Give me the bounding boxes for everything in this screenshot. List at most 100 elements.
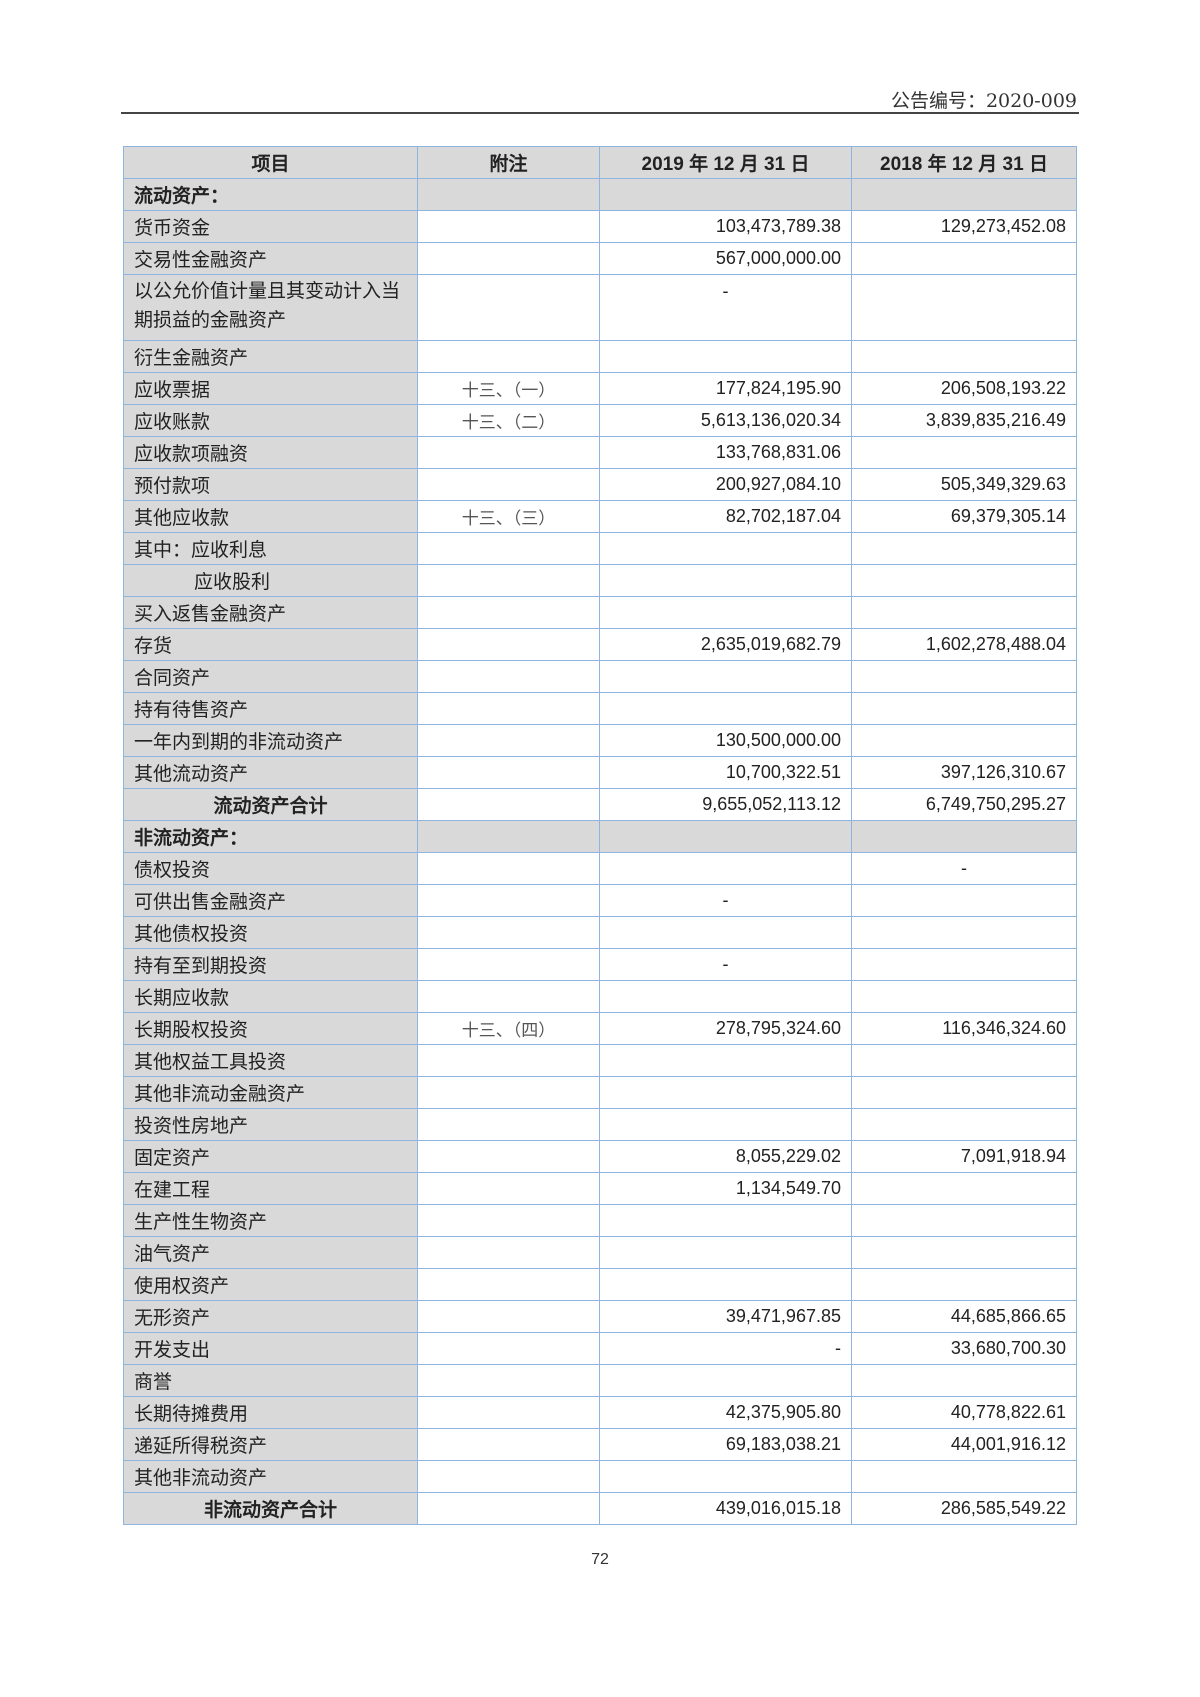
value-2018: 7,091,918.94 <box>851 1140 1077 1173</box>
row-note: 十三、（四） <box>417 1012 600 1045</box>
row-label: 其他非流动资产 <box>123 1460 418 1493</box>
table-row: 开发支出 -33,680,700.30 <box>123 1332 1077 1365</box>
value-2019: 133,768,831.06 <box>599 436 852 469</box>
row-note <box>417 692 600 725</box>
row-note: 十三、（三） <box>417 500 600 533</box>
row-label: 非流动资产合计 <box>123 1492 418 1525</box>
row-label: 开发支出 <box>123 1332 418 1365</box>
value-2018: 397,126,310.67 <box>851 756 1077 789</box>
value-2019 <box>599 1236 852 1269</box>
value-2019 <box>599 1268 852 1301</box>
table-row: 可供出售金融资产 - <box>123 884 1077 917</box>
value-2018: 6,749,750,295.27 <box>851 788 1077 821</box>
value-2018: 505,349,329.63 <box>851 468 1077 501</box>
value-2019: 42,375,905.80 <box>599 1396 852 1429</box>
value-2018 <box>851 1204 1077 1237</box>
table-row: 其他非流动资产 <box>123 1460 1077 1493</box>
row-label: 衍生金融资产 <box>123 340 418 373</box>
row-note <box>417 532 600 565</box>
value-2019 <box>599 1460 852 1493</box>
column-header-2018: 2018 年 12 月 31 日 <box>851 146 1077 179</box>
value-2018 <box>851 178 1077 211</box>
column-header-2019: 2019 年 12 月 31 日 <box>599 146 852 179</box>
value-2018 <box>851 1236 1077 1269</box>
value-2018 <box>851 884 1077 917</box>
row-label: 应收股利 <box>123 564 418 597</box>
table-row: 买入返售金融资产 <box>123 596 1077 629</box>
table-row: 固定资产 8,055,229.02 7,091,918.94 <box>123 1140 1077 1173</box>
value-2018 <box>851 1044 1077 1077</box>
value-2019 <box>599 564 852 597</box>
value-2018 <box>851 242 1077 275</box>
value-2019: 10,700,322.51 <box>599 756 852 789</box>
table-row: 持有至到期投资 - <box>123 948 1077 981</box>
value-2019: 103,473,789.38 <box>599 210 852 243</box>
value-2019 <box>599 1108 852 1141</box>
value-2019: 69,183,038.21 <box>599 1428 852 1461</box>
balance-sheet-table: 项目 附注 2019 年 12 月 31 日 2018 年 12 月 31 日 … <box>123 146 1077 1525</box>
value-2018 <box>851 340 1077 373</box>
value-2018 <box>851 1268 1077 1301</box>
row-note <box>417 1236 600 1269</box>
value-2018: 206,508,193.22 <box>851 372 1077 405</box>
value-2019: - <box>599 1332 852 1365</box>
column-header-item: 项目 <box>123 146 418 179</box>
table-row: 投资性房地产 <box>123 1108 1077 1141</box>
table-row: 其他应收款 十三、（三） 82,702,187.04 69,379,305.14 <box>123 500 1077 533</box>
row-note <box>417 1108 600 1141</box>
row-label: 长期应收款 <box>123 980 418 1013</box>
row-note <box>417 1076 600 1109</box>
table-row: 长期待摊费用 42,375,905.80 40,778,822.61 <box>123 1396 1077 1429</box>
row-label: 交易性金融资产 <box>123 242 418 275</box>
row-note: 十三、（一） <box>417 372 600 405</box>
row-note <box>417 788 600 821</box>
table-row: 流动资产合计 9,655,052,113.12 6,749,750,295.27 <box>123 788 1077 821</box>
value-2018 <box>851 1076 1077 1109</box>
row-note <box>417 884 600 917</box>
row-note <box>417 340 600 373</box>
value-2018 <box>851 532 1077 565</box>
table-row: 其他非流动金融资产 <box>123 1076 1077 1109</box>
row-note <box>417 564 600 597</box>
value-2019: - <box>599 274 852 341</box>
row-label: 商誉 <box>123 1364 418 1397</box>
value-2018 <box>851 724 1077 757</box>
value-2019 <box>599 596 852 629</box>
table-row: 一年内到期的非流动资产 130,500,000.00 <box>123 724 1077 757</box>
value-2019: 2,635,019,682.79 <box>599 628 852 661</box>
row-note <box>417 1364 600 1397</box>
row-note <box>417 724 600 757</box>
value-2019 <box>599 852 852 885</box>
row-label: 固定资产 <box>123 1140 418 1173</box>
value-2019 <box>599 820 852 853</box>
row-note <box>417 916 600 949</box>
value-2018: 129,273,452.08 <box>851 210 1077 243</box>
row-note <box>417 1396 600 1429</box>
table-row: 预付款项 200,927,084.10 505,349,329.63 <box>123 468 1077 501</box>
value-2018 <box>851 436 1077 469</box>
table-row: 长期应收款 <box>123 980 1077 1013</box>
table-row: 流动资产： <box>123 178 1077 211</box>
page-number: 72 <box>591 1551 609 1568</box>
table-row: 非流动资产： <box>123 820 1077 853</box>
table-row: 合同资产 <box>123 660 1077 693</box>
value-2018 <box>851 692 1077 725</box>
table-row: 长期股权投资 十三、（四） 278,795,324.60 116,346,324.60 <box>123 1012 1077 1045</box>
row-note <box>417 242 600 275</box>
value-2019: 1,134,549.70 <box>599 1172 852 1205</box>
row-label: 应收款项融资 <box>123 436 418 469</box>
value-2018 <box>851 1108 1077 1141</box>
row-label: 持有至到期投资 <box>123 948 418 981</box>
table-row: 非流动资产合计 439,016,015.18 286,585,549.22 <box>123 1492 1077 1525</box>
value-2019: 82,702,187.04 <box>599 500 852 533</box>
value-2018: 3,839,835,216.49 <box>851 404 1077 437</box>
row-note <box>417 1140 600 1173</box>
table-row: 递延所得税资产 69,183,038.21 44,001,916.12 <box>123 1428 1077 1461</box>
row-label: 持有待售资产 <box>123 692 418 725</box>
value-2018: 40,778,822.61 <box>851 1396 1077 1429</box>
value-2019 <box>599 532 852 565</box>
row-note <box>417 1172 600 1205</box>
row-label: 其他流动资产 <box>123 756 418 789</box>
value-2018: 44,685,866.65 <box>851 1300 1077 1333</box>
row-label: 其他权益工具投资 <box>123 1044 418 1077</box>
